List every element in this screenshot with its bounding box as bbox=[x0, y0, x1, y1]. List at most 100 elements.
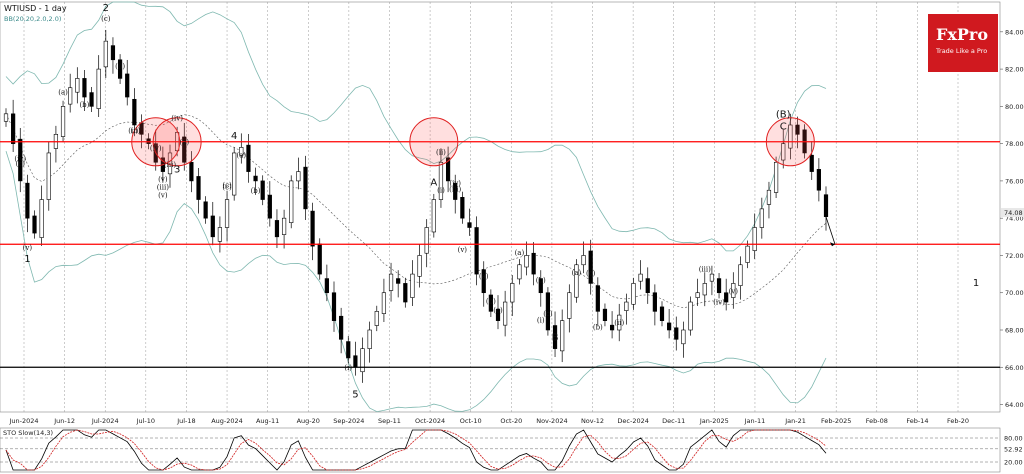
candle bbox=[203, 196, 208, 224]
candle bbox=[667, 308, 672, 339]
candle-body bbox=[260, 180, 265, 200]
candle bbox=[609, 311, 615, 339]
candle-body bbox=[132, 98, 137, 126]
candle bbox=[602, 303, 608, 327]
horizontal-levels bbox=[0, 141, 1000, 368]
candle bbox=[253, 167, 258, 195]
wave-label: (a) bbox=[179, 138, 189, 146]
candle bbox=[809, 141, 814, 180]
candle bbox=[381, 278, 387, 322]
wave-label: (v) bbox=[158, 176, 168, 184]
candle-body bbox=[674, 327, 679, 340]
wave-label: (v) bbox=[23, 244, 33, 252]
fxpro-logo: FxPro Trade Like a Pro bbox=[928, 14, 998, 72]
wave-labels: 2(c)(ii)(iii)(iv)(c)(v)1(a)(b)(i)(iii)(i… bbox=[14, 3, 979, 400]
candle-body bbox=[374, 311, 379, 326]
wave-label: (c) bbox=[493, 307, 503, 315]
candle-body bbox=[495, 308, 501, 321]
candle bbox=[324, 264, 329, 302]
candle-body bbox=[303, 166, 308, 210]
y-tick-label: 64.00 bbox=[1005, 401, 1024, 409]
candle-body bbox=[182, 136, 187, 163]
candle bbox=[731, 272, 736, 309]
candle bbox=[524, 241, 529, 276]
candle-body bbox=[645, 278, 650, 294]
candle-body bbox=[360, 348, 365, 373]
candle-body bbox=[210, 215, 215, 238]
y-tick-label: 74.00 bbox=[1005, 215, 1024, 223]
candle-body bbox=[552, 325, 558, 349]
x-tick-label: Nov-2024 bbox=[536, 417, 567, 425]
candle-body bbox=[823, 194, 829, 217]
candle-body bbox=[788, 124, 793, 149]
candle-body bbox=[125, 73, 130, 98]
candle-body bbox=[431, 199, 436, 233]
candle bbox=[517, 259, 522, 285]
candle bbox=[431, 193, 436, 238]
candle bbox=[773, 156, 779, 199]
wave-label: (iv) bbox=[171, 114, 183, 122]
x-tick-label: Jan-2025 bbox=[699, 417, 729, 425]
candle-body bbox=[339, 315, 344, 340]
y-tick-label: 84.00 bbox=[1005, 28, 1024, 36]
x-tick-label: Feb-20 bbox=[947, 417, 969, 425]
candle bbox=[310, 202, 315, 261]
x-tick-label: Jun-2024 bbox=[8, 417, 38, 425]
candle-body bbox=[167, 152, 173, 175]
sto-level-label: 52.92 bbox=[1004, 445, 1023, 453]
candle-body bbox=[681, 329, 686, 345]
wave-label: (c) bbox=[16, 160, 26, 168]
wave-label: (iv) bbox=[14, 155, 26, 163]
candle-body bbox=[595, 285, 600, 312]
x-tick-label: Jul-18 bbox=[176, 417, 195, 425]
candle bbox=[239, 133, 244, 164]
candle-body bbox=[346, 341, 351, 359]
candle-body bbox=[510, 283, 515, 303]
bb-label: BB(20,20,2.0,2.0) bbox=[4, 15, 61, 23]
candle-body bbox=[588, 250, 593, 284]
bb-upper-line bbox=[5, 1, 827, 252]
candle-body bbox=[738, 264, 743, 286]
x-tick-label: Jul-2024 bbox=[91, 417, 119, 425]
candle bbox=[396, 270, 401, 298]
candle-body bbox=[232, 152, 237, 196]
bb-lower-line bbox=[5, 150, 827, 413]
wave-label: C bbox=[780, 122, 787, 133]
candle bbox=[39, 185, 44, 246]
candle-body bbox=[310, 210, 315, 247]
x-tick-label: Sep-11 bbox=[378, 417, 401, 425]
candle-body bbox=[75, 78, 80, 93]
candle bbox=[552, 311, 558, 358]
candle-body bbox=[267, 194, 272, 219]
candle-body bbox=[296, 171, 301, 182]
candle-body bbox=[39, 199, 44, 238]
candle bbox=[232, 147, 237, 201]
wave-label: (iv) bbox=[713, 299, 725, 307]
candle-body bbox=[381, 292, 387, 314]
candle-body bbox=[652, 292, 657, 312]
candle-body bbox=[324, 278, 329, 294]
candle-body bbox=[631, 283, 636, 305]
candlesticks bbox=[3, 29, 829, 383]
wave-label: 4 bbox=[231, 131, 237, 142]
candle bbox=[182, 122, 187, 171]
y-tick-label: 80.00 bbox=[1005, 103, 1024, 111]
candle bbox=[125, 59, 130, 106]
candle-body bbox=[3, 113, 9, 122]
candle-body bbox=[538, 278, 543, 294]
wave-label: (i) bbox=[130, 127, 138, 135]
wave-label: (i) bbox=[537, 317, 545, 325]
candle bbox=[189, 151, 194, 193]
candle-body bbox=[217, 227, 223, 242]
candle bbox=[167, 144, 173, 188]
y-tick-label: 82.00 bbox=[1005, 66, 1024, 74]
candle bbox=[567, 284, 572, 333]
candle-body bbox=[239, 147, 244, 156]
candle-body bbox=[766, 189, 772, 205]
candle bbox=[296, 157, 301, 190]
wave-label: (iii) bbox=[164, 161, 176, 169]
wave-label: (c) bbox=[222, 184, 232, 192]
candle bbox=[424, 219, 429, 268]
candle-body bbox=[574, 264, 579, 298]
